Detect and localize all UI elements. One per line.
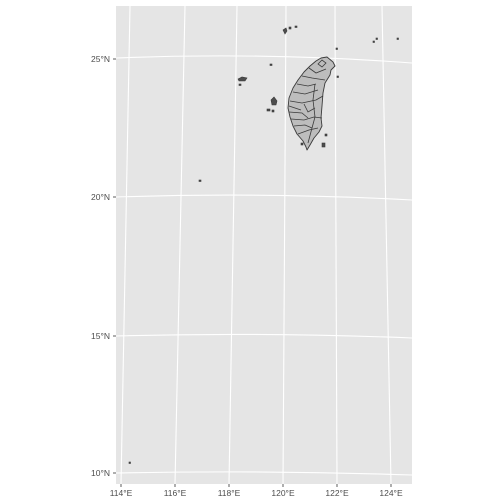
pratas-island [198,179,202,182]
boundary-north-2 [301,75,326,81]
boundary-chiayi [290,116,323,121]
meridian-114 [120,5,131,485]
boundary-north-1 [308,67,327,74]
taiping-island [128,461,131,464]
meridian-116 [174,5,186,485]
parallel-gridlines [115,55,413,476]
kinmen-islet [238,83,242,86]
penghu-islet-2 [271,109,275,113]
boundary-taipei [317,59,327,68]
taiwan-main-island [287,56,336,151]
panel-background [116,6,412,484]
x-axis: 114°E 116°E 118°E 120°E 122°E 124°E [110,484,403,498]
y-tick-label-25: 25°N [91,54,110,64]
x-tick-label-122: 122°E [325,488,349,498]
kinmen-island [237,76,248,82]
outlying-islands [128,25,399,464]
wuqiu-islet [269,63,273,66]
senkaku-islet-1 [372,40,375,43]
x-tick-label-116: 116°E [164,488,187,498]
meridian-124 [381,5,392,485]
meridian-gridlines [120,5,392,485]
boundary-yunlin [288,111,309,119]
senkaku-islet-3 [396,37,399,40]
boundary-hsinchu [296,83,317,87]
parallel-15 [115,333,413,339]
boundary-tainan [293,124,313,129]
boundary-changhua [288,105,302,111]
parallel-10 [115,471,413,476]
pengjia-islet [335,47,338,50]
x-tick-label-120: 120°E [271,488,295,498]
parallel-20 [115,194,413,201]
x-tick-label-114: 114°E [110,488,133,498]
senkaku-islet-2 [375,37,378,40]
meridian-120 [282,5,287,485]
x-tick-label-118: 118°E [218,488,241,498]
green-island [324,133,328,137]
taiwan-outline [287,56,336,151]
boundary-miaoli [292,89,319,95]
turtle-islet [336,75,339,78]
y-axis: 25°N 20°N 15°N 10°N [91,54,116,478]
matsu-islet-2 [294,25,298,28]
penghu-islet [266,108,271,112]
meridian-118 [228,5,238,485]
y-tick-label-10: 10°N [91,468,110,478]
penghu-islands [270,96,278,106]
boundary-taichung [289,95,324,104]
y-tick-label-15: 15°N [91,331,110,341]
lanyu-island [321,142,326,148]
boundary-nantou [303,103,316,113]
x-tick-label-124: 124°E [379,488,403,498]
y-tick-label-20: 20°N [91,192,110,202]
matsu-islands [282,27,288,35]
matsu-islet [288,26,292,30]
xiaoliuqiu-islet [300,142,304,146]
boundary-east [307,83,316,144]
meridian-122 [334,5,338,485]
boundary-kaohsiung [297,127,319,135]
parallel-25 [115,55,413,64]
